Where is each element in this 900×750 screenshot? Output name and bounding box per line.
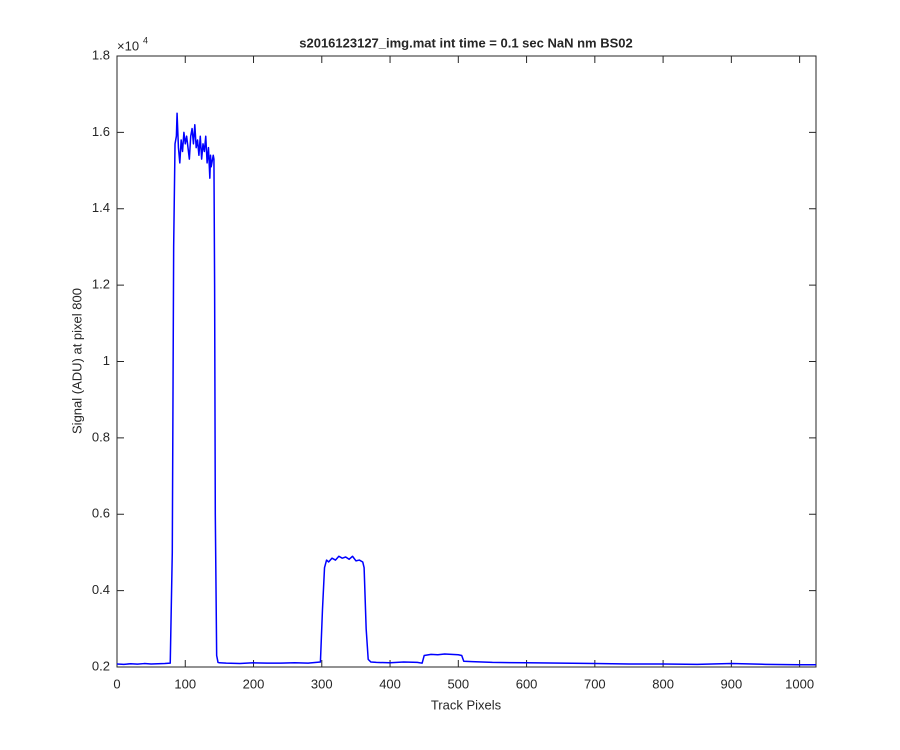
data-line	[116, 112, 816, 666]
x-tick-label: 400	[379, 676, 401, 691]
y-tick-label: 0.4	[92, 582, 110, 597]
y-tick-label: 1.2	[92, 277, 110, 292]
x-tick-label: 200	[243, 676, 265, 691]
x-tick-label: 300	[311, 676, 333, 691]
y-multiplier-base: ×10	[117, 38, 139, 53]
y-tick-label: 0.6	[92, 506, 110, 521]
y-tick-label: 0.2	[92, 658, 110, 673]
y-tick-label: 1.6	[92, 124, 110, 139]
x-tick-label: 800	[652, 676, 674, 691]
y-tick-label: 1.8	[92, 47, 110, 62]
x-tick-label: 100	[174, 676, 196, 691]
y-tick-label: 0.8	[92, 429, 110, 444]
y-tick-label: 1	[103, 353, 110, 368]
x-tick-label: 0	[113, 676, 120, 691]
chart-title: s2016123127_img.mat int time = 0.1 sec N…	[299, 35, 633, 50]
plot-frame	[116, 55, 817, 668]
x-tick-label: 700	[584, 676, 606, 691]
x-tick-label: 500	[447, 676, 469, 691]
x-tick-label: 600	[516, 676, 538, 691]
x-tick-label: 900	[721, 676, 743, 691]
y-tick-label: 1.4	[92, 200, 110, 215]
x-axis-label: Track Pixels	[431, 697, 502, 712]
y-axis-label: Signal (ADU) at pixel 800	[69, 288, 84, 434]
y-multiplier-exponent: 4	[143, 35, 148, 45]
x-tick-label: 1000	[785, 676, 814, 691]
